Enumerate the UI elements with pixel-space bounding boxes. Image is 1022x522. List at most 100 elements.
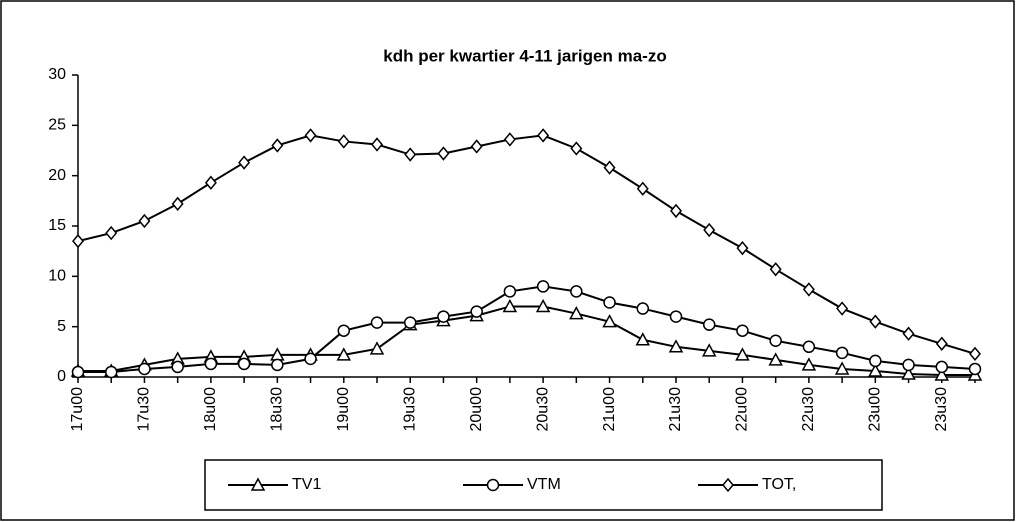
marker — [703, 222, 716, 238]
x-tick-label: 23u00 — [867, 387, 884, 432]
series-line — [77, 134, 976, 355]
marker — [403, 316, 417, 329]
legend-label: VTM — [527, 476, 561, 493]
y-tick-label: 15 — [48, 217, 66, 234]
chart-title: kdh per kwartier 4-11 jarigen ma-zo — [383, 46, 666, 65]
marker — [935, 360, 949, 374]
x-tick-label: 19u30 — [401, 387, 418, 432]
marker — [570, 141, 583, 156]
marker — [105, 225, 118, 241]
marker — [636, 302, 650, 315]
marker — [902, 326, 915, 341]
marker — [736, 240, 749, 256]
marker — [503, 132, 516, 147]
marker — [204, 175, 217, 190]
y-tick-label: 5 — [57, 318, 66, 335]
x-tick-label: 17u30 — [136, 387, 153, 432]
legend-marker — [486, 478, 500, 492]
y-tick-label: 20 — [48, 167, 66, 184]
marker — [337, 134, 350, 149]
marker — [138, 213, 151, 229]
x-tick-label: 21u30 — [667, 387, 684, 432]
legend-box — [204, 459, 883, 511]
legend-label: TV1 — [292, 476, 321, 493]
marker — [536, 280, 550, 293]
marker — [503, 285, 517, 298]
x-tick-label: 22u00 — [734, 387, 751, 432]
marker — [138, 362, 151, 376]
x-tick-label: 23u30 — [933, 387, 950, 432]
marker — [603, 296, 616, 309]
marker — [502, 298, 518, 313]
marker — [869, 314, 882, 329]
marker — [104, 365, 118, 379]
marker — [371, 137, 383, 152]
x-tick-label: 17u00 — [69, 387, 86, 432]
marker — [868, 363, 883, 377]
series-line — [78, 285, 976, 373]
marker — [670, 203, 682, 219]
marker — [569, 306, 584, 320]
x-tick-label: 18u00 — [202, 387, 219, 432]
marker — [836, 301, 849, 316]
marker — [271, 358, 284, 372]
marker — [437, 146, 450, 161]
x-tick-label: 21u00 — [601, 387, 618, 432]
marker — [537, 128, 550, 143]
marker — [902, 358, 915, 372]
marker — [271, 138, 284, 153]
legend-label: TOT, — [762, 476, 796, 493]
x-tick-label: 22u30 — [800, 387, 817, 432]
marker — [437, 310, 450, 323]
marker — [901, 366, 916, 380]
legend-marker — [722, 477, 734, 493]
x-tick-label: 19u00 — [335, 387, 352, 432]
marker — [337, 324, 351, 337]
marker — [668, 339, 684, 353]
legend-marker — [250, 477, 266, 491]
y-tick-label: 25 — [48, 117, 66, 134]
marker — [802, 282, 815, 297]
y-tick-label: 10 — [48, 268, 66, 285]
x-tick-label: 20u30 — [534, 387, 551, 432]
marker — [669, 310, 683, 323]
marker — [769, 334, 782, 348]
x-tick-label: 18u30 — [269, 387, 286, 432]
marker — [768, 352, 783, 366]
marker — [238, 155, 251, 170]
marker — [869, 354, 882, 368]
marker — [736, 324, 749, 337]
marker — [603, 160, 616, 175]
marker — [735, 347, 750, 361]
marker — [934, 367, 950, 381]
marker — [404, 147, 417, 162]
marker — [470, 139, 483, 154]
marker — [72, 233, 84, 249]
marker — [304, 352, 317, 366]
marker — [835, 346, 849, 360]
marker — [636, 181, 649, 196]
marker — [204, 357, 218, 371]
marker — [570, 285, 583, 298]
marker — [71, 365, 85, 379]
marker — [701, 343, 717, 357]
marker — [237, 357, 251, 371]
marker — [635, 332, 651, 346]
marker — [171, 196, 184, 212]
marker — [304, 128, 317, 143]
marker — [802, 340, 816, 354]
marker — [602, 314, 617, 328]
y-tick-label: 30 — [48, 66, 66, 83]
y-tick-label: 0 — [57, 368, 66, 385]
marker — [171, 360, 184, 374]
marker — [369, 341, 385, 355]
marker — [370, 316, 384, 329]
marker — [968, 362, 982, 376]
x-tick-label: 20u00 — [468, 387, 485, 432]
marker — [535, 298, 551, 313]
marker — [336, 347, 352, 361]
marker — [702, 318, 716, 331]
marker — [969, 346, 981, 362]
